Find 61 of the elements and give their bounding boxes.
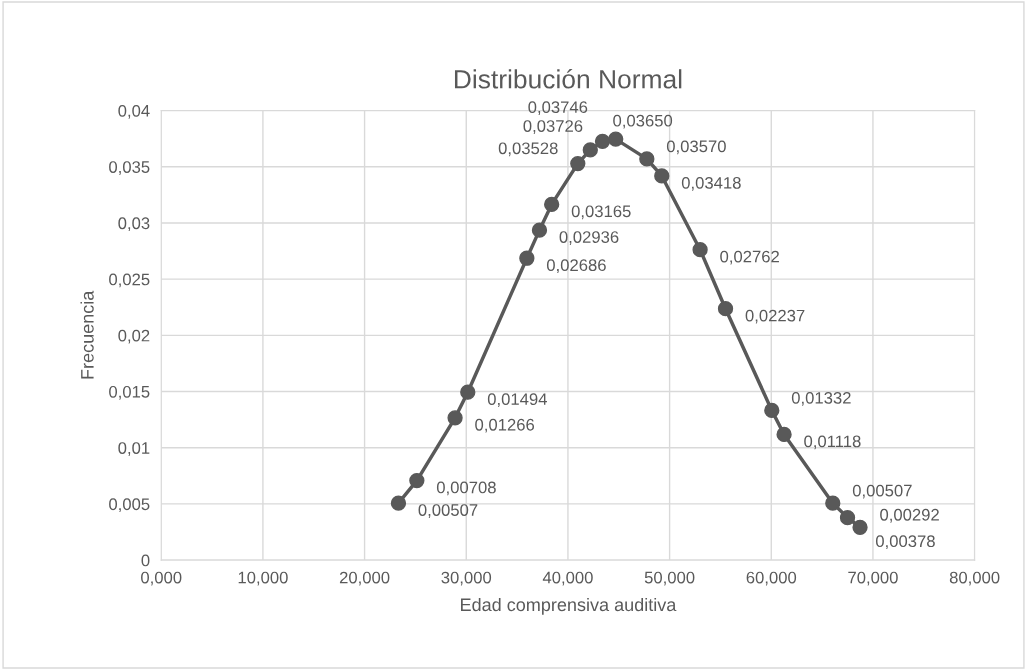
point (825, 495, 841, 511)
data-label: 0,02237 (745, 309, 805, 324)
point (594, 133, 611, 149)
data-label: 0,03650 (613, 114, 673, 129)
data-label: 0,03726 (523, 120, 583, 134)
y-tick-label: 0,005 (109, 498, 150, 513)
y-tick-label: 0,04 (118, 104, 150, 119)
chart-title: Distribución Normal (454, 68, 682, 89)
y-tick-label: 0,015 (109, 385, 150, 400)
data-label: 0,03570 (666, 140, 726, 155)
x-axis-title: Edad comprensiva auditiva (461, 597, 677, 615)
data-label: 0,00507 (852, 484, 912, 499)
data-label: 0,01118 (804, 435, 861, 450)
point (852, 519, 868, 535)
point (570, 155, 586, 172)
x-tick-label: 70,000 (848, 571, 898, 586)
data-label: 0,01494 (487, 393, 547, 407)
point (717, 301, 734, 317)
point (460, 384, 476, 400)
point (692, 242, 708, 258)
point (639, 151, 655, 167)
x-tick-label: 50,000 (644, 571, 695, 586)
point (839, 509, 856, 526)
point (409, 472, 425, 489)
data-label: 0,00708 (436, 481, 496, 496)
point (776, 426, 792, 443)
point (582, 142, 598, 158)
x-tick-label: 60,000 (746, 571, 797, 586)
data-label: 0,03165 (571, 205, 631, 220)
data-label: 0,00507 (418, 504, 478, 518)
y-tick-label: 0,03 (118, 217, 150, 232)
point (447, 410, 463, 426)
x-tick-label: 40,000 (542, 571, 593, 586)
point (654, 168, 670, 184)
point (519, 250, 535, 266)
x-tick-label: 10,000 (238, 571, 288, 586)
x-tick-label: 30,000 (441, 571, 492, 586)
data-label: 0,02762 (720, 250, 779, 265)
y-tick-label: 0 (141, 554, 150, 567)
data-label: 0,00292 (880, 508, 939, 523)
y-axis-title: Frecuencia (80, 290, 94, 379)
data-label: 0,03528 (498, 142, 558, 157)
y-tick-label: 0,035 (109, 161, 150, 175)
y-tick-label: 0,025 (109, 273, 150, 288)
data-label: 0,02686 (546, 259, 606, 274)
x-tick-label: 80,000 (949, 571, 1000, 586)
point (531, 222, 548, 238)
data-label: 0,03746 (528, 101, 588, 115)
data-label: 0,02936 (559, 231, 619, 245)
data-label: 0,01266 (475, 418, 535, 433)
x-tick-label: 20,000 (339, 571, 390, 586)
y-tick-label: 0,02 (118, 329, 150, 344)
point (608, 131, 624, 147)
point (390, 495, 407, 511)
x-tick-label: 0,000 (141, 571, 182, 586)
point (764, 402, 780, 419)
y-tick-label: 0,01 (118, 442, 150, 456)
data-label: 0,00378 (875, 535, 935, 550)
data-label: 0,01332 (791, 391, 851, 406)
data-label: 0,03418 (681, 176, 741, 191)
point (544, 196, 560, 213)
